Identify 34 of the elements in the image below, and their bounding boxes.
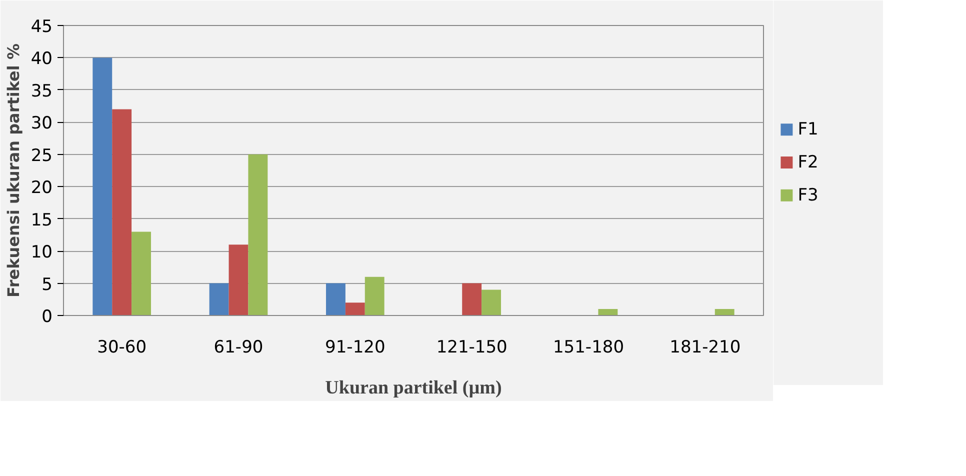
bar <box>92 58 112 316</box>
y-tick-label: 10 <box>30 242 53 263</box>
y-tick-label: 0 <box>42 307 53 327</box>
bar <box>598 309 618 316</box>
bar <box>248 154 268 316</box>
bar <box>209 283 229 316</box>
x-tick-label: 61-90 <box>214 338 264 358</box>
y-tick-label: 35 <box>30 81 53 102</box>
legend-label: F3 <box>798 185 818 206</box>
bar <box>462 283 482 316</box>
y-tick-label: 30 <box>30 114 53 134</box>
y-tick-label: 15 <box>30 210 53 230</box>
legend-label: F1 <box>798 120 818 140</box>
bar <box>714 309 734 316</box>
x-tick-label: 151-180 <box>552 338 624 358</box>
bar <box>228 244 248 316</box>
x-tick-label: 121-150 <box>436 338 508 358</box>
y-tick-label: 20 <box>30 178 53 198</box>
y-tick-label: 45 <box>30 17 53 37</box>
x-tick-label: 91-120 <box>325 338 386 358</box>
bar <box>345 302 365 316</box>
bar <box>326 283 346 316</box>
y-tick-label: 25 <box>30 146 53 166</box>
x-axis-title: Ukuran partikel (µm) <box>325 378 502 398</box>
y-axis-title: Frekuensi ukuran partikel % <box>4 43 23 298</box>
x-tick-label: 181-210 <box>670 338 741 358</box>
y-tick-label: 5 <box>42 274 53 295</box>
y-tick-label: 40 <box>30 49 53 70</box>
bar <box>364 276 384 316</box>
bar <box>112 109 132 316</box>
bar <box>482 290 501 316</box>
bar <box>132 232 151 316</box>
legend-label: F2 <box>798 152 818 172</box>
x-tick-label: 30-60 <box>97 338 147 358</box>
